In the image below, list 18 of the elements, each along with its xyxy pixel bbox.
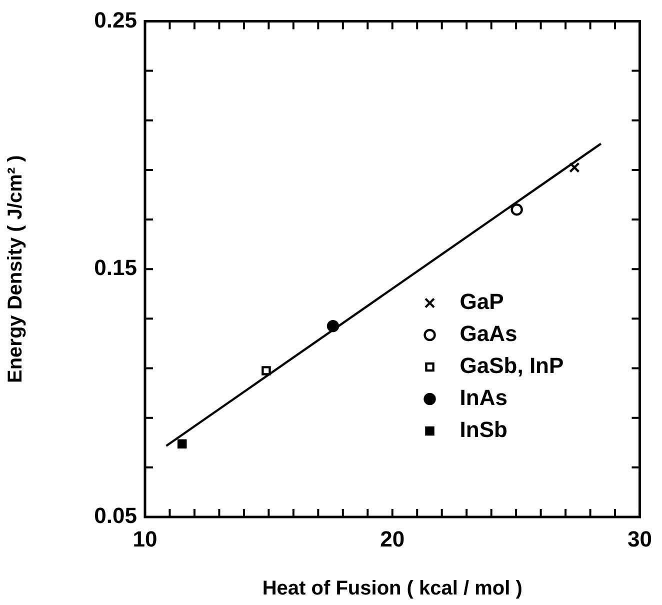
legend-label: GaP <box>460 289 504 314</box>
x-tick-label: 30 <box>628 526 652 552</box>
y-tick-label: 0.05 <box>94 503 137 528</box>
legend-label: InSb <box>460 417 508 442</box>
point <box>569 162 580 173</box>
point <box>326 320 340 332</box>
x-tick-label: 20 <box>380 526 405 552</box>
point <box>262 366 271 376</box>
legend-label: GaAs <box>460 321 518 346</box>
y-axis-title: Energy Density ( J/cm² ) <box>4 155 27 384</box>
point <box>177 439 187 449</box>
y-tick-label: 0.15 <box>94 255 137 280</box>
legend-label: InAs <box>460 385 508 410</box>
x-tick-label: 10 <box>132 526 158 552</box>
x-axis-title: Heat of Fusion ( kcal / mol ) <box>262 578 522 600</box>
legend-label: GaSb, InP <box>460 353 564 378</box>
point <box>510 204 523 216</box>
y-tick-label: 0.25 <box>94 7 137 32</box>
